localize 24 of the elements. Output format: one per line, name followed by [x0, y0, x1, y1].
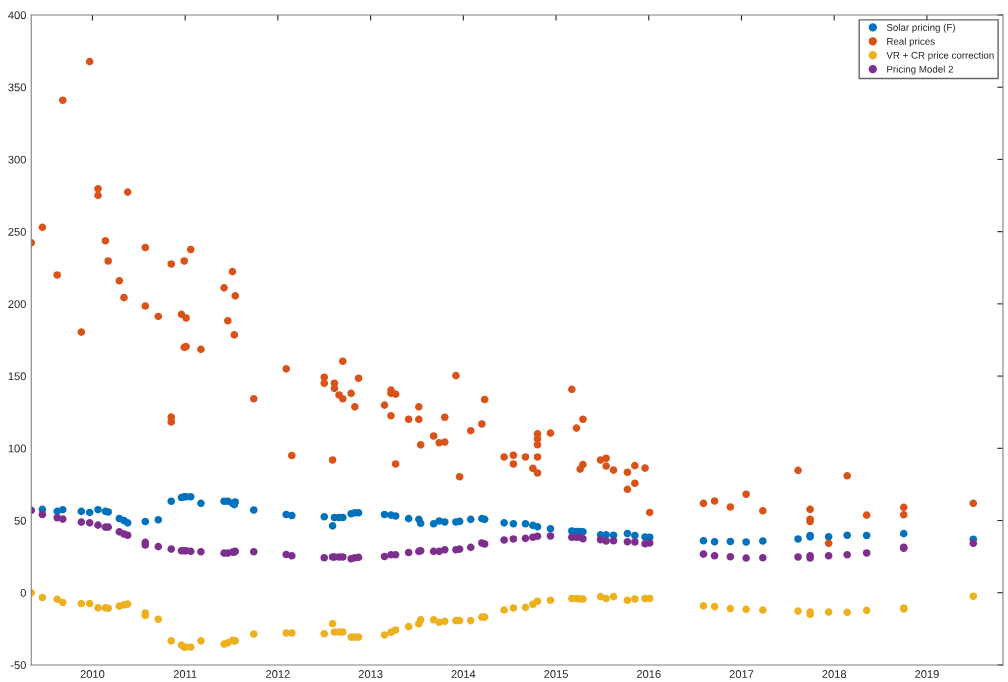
- x-tick-label: 2015: [544, 670, 568, 678]
- y-tick-label: 250: [8, 227, 26, 236]
- legend-label: VR + CR price correction: [886, 51, 994, 61]
- y-tick-label: 150: [8, 372, 26, 381]
- x-tick-label: 2013: [358, 670, 383, 678]
- legend-label: Real prices: [887, 37, 935, 47]
- y-tick-label: 200: [8, 300, 26, 308]
- x-tick-label: 2018: [822, 670, 847, 678]
- y-tick-label: -50: [10, 661, 26, 670]
- x-tick-label: 2010: [80, 670, 105, 678]
- x-tick-label: 2014: [451, 670, 476, 678]
- y-tick-label: 0: [20, 589, 26, 597]
- x-tick-label: 2017: [729, 670, 754, 678]
- x-tick-label: 2016: [636, 670, 661, 678]
- y-tick-label: 100: [8, 444, 26, 453]
- x-tick-label: 2019: [915, 670, 939, 678]
- legend-label: Solar pricing (F): [886, 23, 955, 33]
- y-tick-label: 300: [8, 155, 26, 164]
- y-tick-label: 400: [8, 11, 26, 20]
- legend-label: Pricing Model 2: [887, 65, 953, 75]
- x-tick-label: 2012: [266, 670, 290, 678]
- y-tick-label: 350: [8, 83, 26, 92]
- x-tick-label: 2011: [173, 670, 197, 678]
- y-tick-label: 50: [14, 516, 26, 525]
